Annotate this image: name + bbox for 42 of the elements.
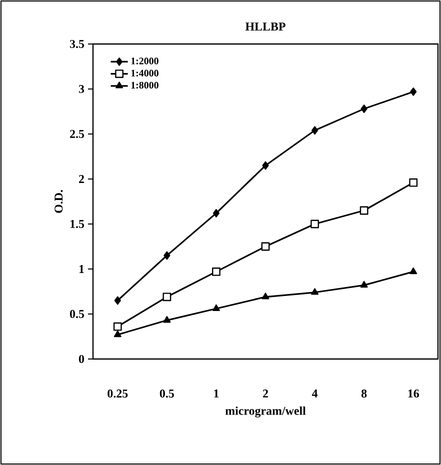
- point: [212, 304, 220, 311]
- y-tick-label: 3: [78, 84, 84, 94]
- point: [311, 126, 318, 135]
- point: [163, 316, 171, 323]
- point: [410, 267, 418, 274]
- y-tick-label: 1.5: [70, 220, 84, 228]
- x-tick-label: 0.25: [108, 390, 128, 398]
- point: [212, 267, 220, 276]
- x-tick-label: 2: [263, 390, 268, 398]
- chart-title: HLLBP: [245, 22, 286, 30]
- x-tick-label: 1: [214, 390, 219, 398]
- x-tick-label: 4: [312, 390, 318, 398]
- legend-label: 1:2000: [131, 58, 158, 64]
- point: [310, 220, 319, 228]
- y-axis-title: O.D.: [54, 190, 63, 213]
- point: [114, 330, 122, 338]
- x-tick-label: 0.5: [160, 390, 174, 398]
- y-tick-label: 2: [79, 175, 84, 183]
- point: [212, 208, 220, 218]
- legend-label: 1:4000: [131, 70, 158, 76]
- legend-label: 1:8000: [131, 82, 158, 89]
- point: [162, 292, 172, 302]
- point: [360, 104, 368, 113]
- x-axis-title: microgram/well: [225, 406, 306, 418]
- point: [114, 296, 121, 305]
- y-tick-label: 3.5: [70, 40, 84, 48]
- point: [262, 292, 270, 300]
- y-tick-label: 2.5: [70, 130, 84, 138]
- y-tick-label: 1: [79, 265, 84, 273]
- point: [311, 288, 318, 295]
- point: [410, 87, 417, 96]
- x-tick-label: 8: [361, 390, 367, 398]
- y-tick-label: 0: [78, 354, 84, 364]
- point: [113, 322, 122, 331]
- point: [164, 251, 170, 260]
- y-tick-label: 0.5: [70, 310, 84, 318]
- point: [261, 242, 270, 251]
- point: [360, 280, 368, 288]
- point: [409, 178, 418, 187]
- x-tick-label: 16: [408, 390, 419, 398]
- point: [262, 161, 269, 170]
- point: [360, 206, 368, 215]
